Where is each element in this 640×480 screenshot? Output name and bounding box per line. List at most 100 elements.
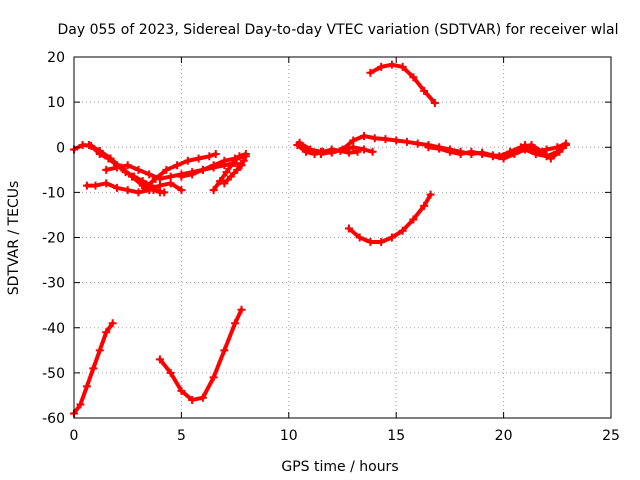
data-point bbox=[134, 165, 143, 174]
data-point bbox=[198, 165, 207, 174]
data-point bbox=[205, 152, 214, 161]
y-tick-label: -50 bbox=[42, 366, 65, 382]
x-tick-label: 5 bbox=[177, 428, 186, 444]
data-point bbox=[516, 143, 525, 152]
data-point bbox=[166, 172, 175, 181]
data-point bbox=[445, 147, 454, 156]
data-point bbox=[366, 68, 375, 77]
data-point bbox=[209, 186, 218, 195]
x-tick-label: 15 bbox=[387, 428, 405, 444]
data-point bbox=[228, 159, 237, 168]
data-point bbox=[409, 73, 418, 82]
data-point bbox=[366, 238, 375, 247]
data-point bbox=[542, 145, 551, 154]
data-point bbox=[456, 150, 465, 159]
data-point bbox=[76, 400, 85, 409]
series-arc9 bbox=[140, 150, 220, 192]
y-tick-label: -60 bbox=[42, 411, 65, 427]
data-point bbox=[226, 172, 235, 181]
data-point bbox=[506, 147, 515, 156]
data-point bbox=[235, 152, 244, 161]
data-point bbox=[209, 373, 218, 382]
data-point bbox=[233, 165, 242, 174]
y-tick-label: -10 bbox=[42, 185, 65, 201]
grid bbox=[74, 57, 611, 418]
data-point bbox=[194, 154, 203, 163]
data-point bbox=[478, 150, 487, 159]
data-point bbox=[151, 174, 160, 183]
data-point bbox=[370, 134, 379, 143]
data-point bbox=[301, 147, 310, 156]
data-point bbox=[220, 156, 229, 165]
data-point bbox=[355, 233, 364, 242]
data-point bbox=[555, 147, 564, 156]
data-point bbox=[198, 393, 207, 402]
data-point bbox=[173, 161, 182, 170]
data-point bbox=[239, 156, 248, 165]
data-point bbox=[387, 233, 396, 242]
data-point bbox=[160, 188, 169, 197]
data-point bbox=[177, 172, 186, 181]
data-point bbox=[398, 62, 407, 71]
data-point bbox=[222, 168, 231, 177]
data-point bbox=[359, 145, 368, 154]
data-point bbox=[424, 143, 433, 152]
y-tick-label: -30 bbox=[42, 276, 65, 292]
data-point bbox=[106, 154, 115, 163]
series-trace bbox=[84, 181, 184, 195]
data-point bbox=[85, 140, 94, 149]
data-point bbox=[538, 147, 547, 156]
data-point bbox=[216, 177, 225, 186]
data-point bbox=[166, 179, 175, 188]
data-point bbox=[381, 135, 390, 144]
data-point bbox=[377, 238, 386, 247]
data-point bbox=[561, 140, 570, 149]
data-point bbox=[231, 319, 240, 328]
x-tick-label: 20 bbox=[495, 428, 513, 444]
data-point bbox=[112, 183, 121, 192]
data-point bbox=[145, 186, 154, 195]
data-point bbox=[435, 144, 444, 153]
data-point bbox=[409, 215, 418, 224]
data-point bbox=[177, 386, 186, 395]
data-point bbox=[293, 140, 302, 149]
data-point bbox=[134, 188, 143, 197]
data-point bbox=[112, 163, 121, 172]
series-trace bbox=[157, 307, 244, 402]
data-point bbox=[145, 170, 154, 179]
data-point bbox=[317, 150, 326, 159]
data-point bbox=[467, 147, 476, 156]
data-point bbox=[123, 161, 132, 170]
data-point bbox=[209, 161, 218, 170]
data-point bbox=[95, 146, 104, 155]
data-point bbox=[402, 137, 411, 146]
y-tick-label: 10 bbox=[47, 95, 65, 111]
series-arc7 bbox=[82, 179, 186, 197]
data-point bbox=[327, 147, 336, 156]
data-point bbox=[123, 186, 132, 195]
series-arc11 bbox=[209, 150, 250, 195]
x-tick-label: 10 bbox=[280, 428, 298, 444]
data-point bbox=[377, 62, 386, 71]
y-tick-label: -40 bbox=[42, 321, 65, 337]
axis-ticks: 0 5 10 15 20 25 -60 -50 -40 -30 -20 -10 0 10 20 bbox=[42, 50, 620, 444]
data-point bbox=[398, 226, 407, 235]
x-tick-label: 0 bbox=[70, 428, 79, 444]
data-point bbox=[82, 382, 91, 391]
series-arc12 bbox=[220, 156, 248, 188]
data-point bbox=[155, 181, 164, 190]
series-arc3 bbox=[344, 190, 435, 247]
data-point bbox=[344, 224, 353, 233]
data-point bbox=[420, 201, 429, 210]
x-axis-title: GPS time / hours bbox=[281, 459, 398, 475]
data-point bbox=[338, 145, 347, 154]
series-trace bbox=[346, 192, 433, 244]
data-point bbox=[387, 60, 396, 69]
data-point bbox=[237, 305, 246, 314]
data-point bbox=[188, 170, 197, 179]
data-point bbox=[162, 165, 171, 174]
data-point bbox=[140, 183, 149, 192]
data-point bbox=[349, 136, 358, 145]
series-arc15 bbox=[317, 143, 377, 159]
